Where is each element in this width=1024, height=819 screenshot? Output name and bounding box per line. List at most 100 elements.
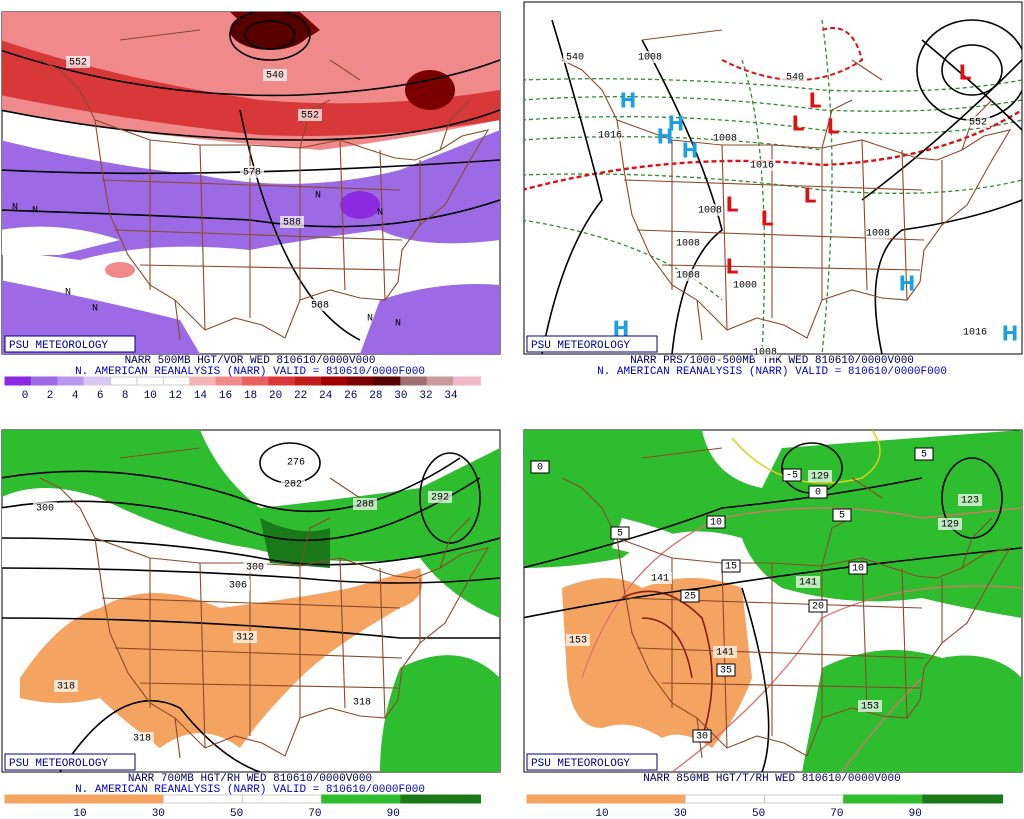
contour-label-bg <box>284 456 308 468</box>
colorbar-segment <box>400 794 482 804</box>
colorbar-segment <box>30 376 59 386</box>
contour-label: 288 <box>356 500 374 511</box>
colorbar-segment <box>400 376 429 386</box>
temperature-box <box>680 589 700 603</box>
contour-label-bg <box>808 470 832 482</box>
temperature-box <box>721 559 741 573</box>
contour-label: 1000 <box>733 281 757 292</box>
colorbar-segment <box>83 376 112 386</box>
colorbar-label: 10 <box>144 390 157 402</box>
colorbar-label: 4 <box>72 390 79 402</box>
temperature-box <box>808 599 828 613</box>
pressure-center: L <box>959 61 972 85</box>
colorbar-segment <box>268 376 297 386</box>
contour-label: 141 <box>799 578 817 589</box>
contour-label: 1008 <box>676 239 700 250</box>
colorbar-label: 28 <box>369 390 382 402</box>
contour-label-bg <box>226 579 250 591</box>
colorbar-label: 24 <box>319 390 333 402</box>
contour-label: 312 <box>236 633 254 644</box>
contour-label-bg <box>66 56 90 68</box>
contour-label: 540 <box>786 73 804 84</box>
logo-box <box>4 335 136 353</box>
pressure-center: L <box>792 112 805 136</box>
map-frame <box>523 1 1023 355</box>
colorbar-segment <box>162 376 191 386</box>
contour-label: 1008 <box>713 134 737 145</box>
colorbar-segment <box>453 376 482 386</box>
contour-label: 1008 <box>753 348 777 359</box>
colorbar-segment <box>136 376 165 386</box>
pressure-center: L <box>827 115 840 139</box>
contour-label: 318 <box>133 734 151 745</box>
colorbar-label: 70 <box>830 808 843 819</box>
colorbar-segment <box>57 376 86 386</box>
temperature-box <box>530 460 550 474</box>
contour-label: 1008 <box>866 229 890 240</box>
pressure-center: H <box>620 89 637 113</box>
temperature-label: 10 <box>852 564 864 575</box>
contour-label: 552 <box>69 58 87 69</box>
panel-700mb <box>1 429 501 773</box>
colorbar-label: 18 <box>244 390 257 402</box>
temperature-label: -5 <box>786 471 798 482</box>
colorbar-label: 20 <box>269 390 282 402</box>
contour-label-bg <box>233 631 257 643</box>
contour-label-bg <box>240 166 264 178</box>
temperature-box <box>914 447 934 461</box>
colorbar-segment <box>4 794 86 804</box>
temperature-label: 15 <box>725 562 737 573</box>
pressure-center: L <box>809 89 822 113</box>
vorticity-marker: N <box>315 191 321 202</box>
map-title: NARR 850MB HGT/T/RH WED 810610/0000V000 <box>643 773 900 785</box>
vorticity-marker: N <box>92 304 98 315</box>
contour-label-bg <box>958 494 982 506</box>
temperature-label: 20 <box>812 602 824 613</box>
colorbar-label: 22 <box>294 390 307 402</box>
contour-label-bg <box>733 279 757 291</box>
contour-label-bg <box>130 732 154 744</box>
colorbar-segment <box>242 794 323 804</box>
contour-label-bg <box>54 680 78 692</box>
contour-label-bg <box>783 71 807 83</box>
contour-label-bg <box>676 237 700 249</box>
vorticity-marker: N <box>377 208 383 219</box>
colorbar-label: 30 <box>152 808 165 819</box>
contour-label-bg <box>298 109 322 121</box>
vorticity-marker: N <box>12 203 18 214</box>
colorbar-label: 50 <box>230 808 243 819</box>
contour-label-bg <box>698 204 722 216</box>
pressure-center: H <box>657 125 674 149</box>
contour-label: 300 <box>36 504 54 515</box>
contour-label: 540 <box>266 71 284 82</box>
contour-label: 292 <box>431 493 449 504</box>
colorbar-label: 50 <box>752 808 765 819</box>
vorticity-marker: N <box>32 206 38 217</box>
map-title: NARR 500MB HGT/VOR WED 810610/0000V000 <box>125 355 376 367</box>
contour-label-bg <box>563 51 587 63</box>
contour-label-bg <box>648 572 672 584</box>
temperature-label: 5 <box>921 450 927 461</box>
temperature-box <box>692 729 712 743</box>
pressure-center: L <box>804 184 817 208</box>
contour-label: 129 <box>811 472 829 483</box>
colorbar-label: 10 <box>595 808 608 819</box>
contour-label: 306 <box>229 581 247 592</box>
contour-label: 552 <box>969 118 987 129</box>
contour-label-bg <box>281 478 305 490</box>
colorbar-segment <box>294 376 323 386</box>
colorbar-label: 16 <box>219 390 232 402</box>
contour-label-bg <box>713 646 737 658</box>
contour-label: 141 <box>651 574 669 585</box>
temperature-label: 0 <box>815 488 821 499</box>
map-title: NARR PRS/1000-500MB THK WED 810610/0000V… <box>630 355 914 367</box>
contour-label: 282 <box>284 480 302 491</box>
contour-label-bg <box>263 69 287 81</box>
panel-850mb <box>523 429 1023 773</box>
contour-label-bg <box>243 561 267 573</box>
temperature-label: 0 <box>537 463 543 474</box>
contour-label-bg <box>796 576 820 588</box>
map-title: NARR 700MB HGT/RH WED 810610/0000V000 <box>128 773 372 785</box>
